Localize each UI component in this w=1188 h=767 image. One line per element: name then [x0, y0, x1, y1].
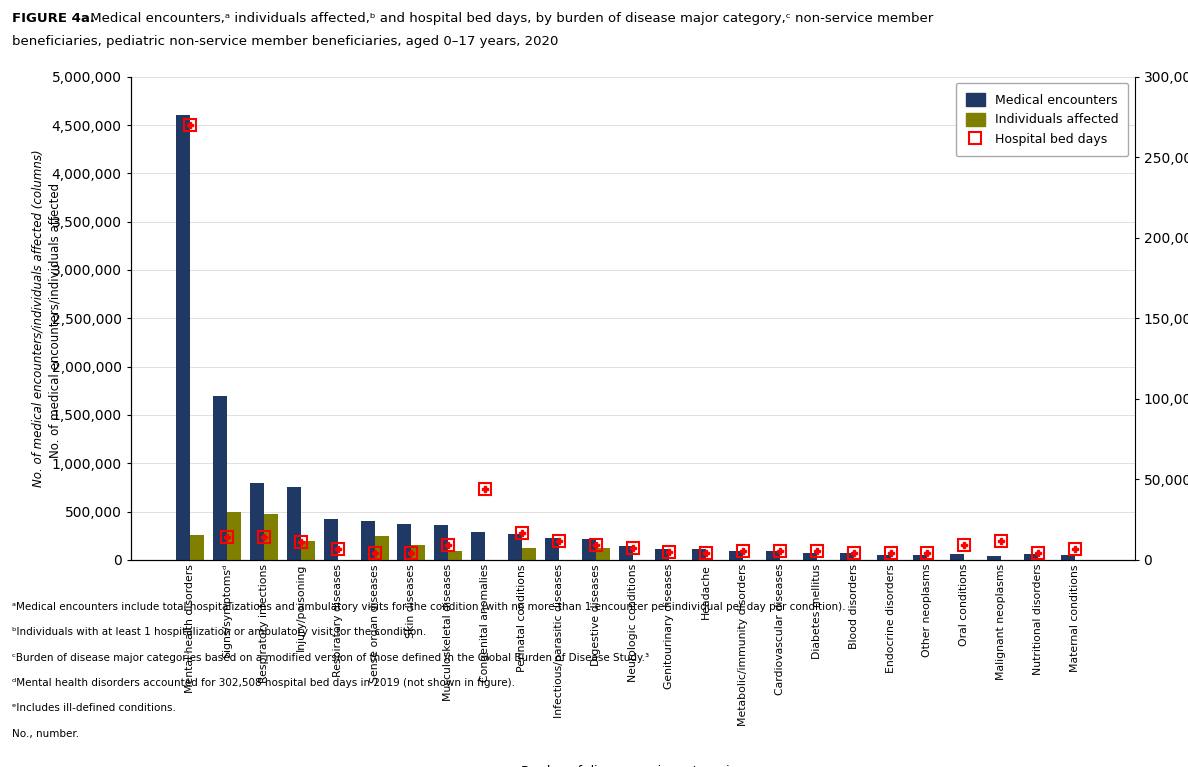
Bar — [472, 532, 485, 560]
Bar — [176, 115, 190, 560]
Text: ᵇIndividuals with at least 1 hospitalization or ambulatory visit for the conditi: ᵇIndividuals with at least 1 hospitaliza… — [12, 627, 426, 637]
Bar — [361, 522, 374, 560]
Bar — [249, 482, 264, 560]
Bar — [877, 555, 891, 560]
Text: No. of medical encounters/individuals affected: No. of medical encounters/individuals af… — [49, 179, 62, 458]
Bar — [1061, 555, 1075, 560]
Legend: Medical encounters, Individuals affected, Hospital bed days: Medical encounters, Individuals affected… — [956, 83, 1129, 156]
Bar — [301, 541, 315, 560]
Bar — [803, 553, 817, 560]
Text: ᵃMedical encounters include total hospitalizations and ambulatory visits for the: ᵃMedical encounters include total hospit… — [12, 602, 846, 612]
Text: ᶜBurden of disease major categories based on a modified version of those defined: ᶜBurden of disease major categories base… — [12, 653, 649, 663]
Bar — [693, 549, 707, 560]
Bar — [190, 535, 204, 560]
Text: FIGURE 4a.: FIGURE 4a. — [12, 12, 95, 25]
Bar — [582, 539, 595, 560]
X-axis label: Burden of disease major categories: Burden of disease major categories — [522, 765, 744, 767]
Bar — [286, 488, 301, 560]
Bar — [766, 551, 781, 560]
Bar — [264, 515, 278, 560]
Bar — [619, 545, 632, 560]
Bar — [411, 545, 425, 560]
Bar — [435, 525, 448, 560]
Bar — [840, 553, 854, 560]
Bar — [374, 535, 388, 560]
Bar — [213, 396, 227, 560]
Bar — [324, 519, 337, 560]
Bar — [1024, 555, 1038, 560]
Bar — [398, 524, 411, 560]
Bar — [950, 555, 965, 560]
Bar — [448, 551, 462, 560]
Bar — [508, 535, 522, 560]
Bar — [729, 551, 744, 560]
Bar — [522, 548, 536, 560]
Y-axis label: No. of medical encounters/individuals affected (columns): No. of medical encounters/individuals af… — [32, 150, 45, 487]
Bar — [656, 549, 670, 560]
Text: No., number.: No., number. — [12, 729, 80, 739]
Bar — [595, 548, 609, 560]
Text: ᵈMental health disorders accounted for 302,508 hospital bed days in 2019 (not sh: ᵈMental health disorders accounted for 3… — [12, 678, 514, 688]
Text: beneficiaries, pediatric non-service member beneficiaries, aged 0–17 years, 2020: beneficiaries, pediatric non-service mem… — [12, 35, 558, 48]
Bar — [987, 556, 1001, 560]
Bar — [914, 555, 928, 560]
Text: ᵉIncludes ill-defined conditions.: ᵉIncludes ill-defined conditions. — [12, 703, 176, 713]
Bar — [545, 538, 558, 560]
Text: Medical encounters,ᵃ individuals affected,ᵇ and hospital bed days, by burden of : Medical encounters,ᵃ individuals affecte… — [86, 12, 933, 25]
Bar — [227, 512, 241, 560]
